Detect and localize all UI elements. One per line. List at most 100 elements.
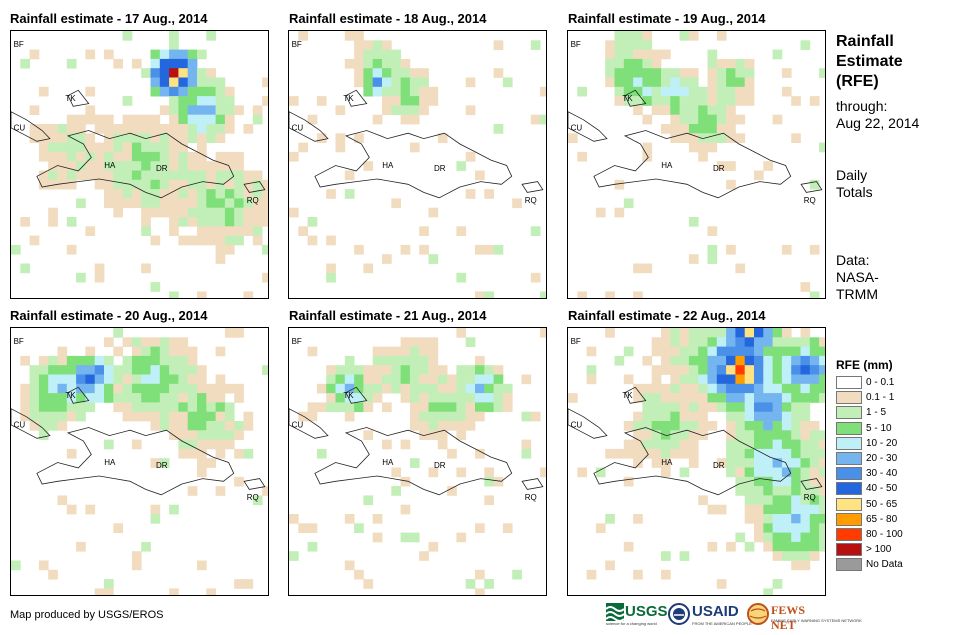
rainfall-cell [772, 523, 783, 533]
legend-item: 0.1 - 1 [836, 391, 956, 405]
rainfall-cell [206, 217, 216, 227]
rainfall-cell [744, 402, 755, 413]
rainfall-cell [772, 541, 783, 552]
rainfall-cell [670, 105, 680, 116]
rainfall-cell [354, 40, 364, 50]
rainfall-cell [178, 421, 189, 431]
legend-label: 20 - 30 [866, 453, 898, 464]
rainfall-cell [735, 355, 746, 366]
rainfall-cell [726, 68, 736, 78]
rainfall-cell [772, 579, 783, 589]
rainfall-cell [20, 263, 30, 274]
rainfall-cell [344, 514, 355, 524]
rainfall-cell [772, 486, 783, 496]
rainfall-cell [763, 393, 773, 403]
rainfall-cell [187, 49, 198, 60]
rainfall-cell [716, 402, 727, 413]
rainfall-cell [633, 49, 643, 60]
rainfall-cell [707, 337, 718, 347]
rainfall-cell [131, 374, 142, 385]
rainfall-cell [391, 365, 401, 375]
rainfall-cell [372, 86, 383, 97]
rainfall-cell [707, 374, 718, 385]
rainfall-cell [131, 383, 142, 394]
rainfall-cell [169, 151, 179, 162]
rainfall-cell [131, 393, 142, 403]
map-label-tk: TK [622, 391, 633, 400]
coastline [243, 478, 266, 490]
rainfall-cell [159, 124, 170, 134]
rainfall-cell [372, 58, 383, 69]
rainfall-cell [150, 179, 161, 190]
rainfall-cell [48, 207, 58, 218]
rainfall-cell [679, 96, 690, 106]
rainfall-cell [224, 151, 235, 162]
legend-item: 30 - 40 [836, 467, 956, 481]
rainfall-cell [800, 355, 811, 366]
rainfall-cell [642, 430, 653, 440]
rainfall-cell [744, 514, 755, 524]
rainfall-cell [726, 105, 736, 116]
rainfall-cell [688, 411, 699, 422]
rainfall-cell [372, 68, 383, 78]
rainfall-cell [475, 588, 485, 595]
rainfall-cell [159, 58, 170, 69]
rainfall-cell [707, 96, 718, 106]
legend-swatch [836, 391, 862, 405]
rainfall-cell [76, 272, 86, 283]
rainfall-cell [187, 170, 198, 181]
rainfall-cell [698, 402, 708, 413]
rainfall-cell [726, 541, 736, 552]
map-panel-aug21: BF CU TK HA DR RQ [288, 327, 547, 596]
rainfall-cell [475, 402, 485, 413]
rainfall-cell [754, 346, 764, 357]
rainfall-cell [178, 337, 189, 347]
rainfall-cell [661, 439, 671, 450]
map-label-ha: HA [382, 161, 394, 170]
rainfall-cell [169, 198, 179, 209]
rainfall-cell [354, 402, 364, 413]
rainfall-cell [688, 430, 699, 440]
legend-swatch [836, 467, 862, 481]
rainfall-cell [419, 374, 429, 385]
rainfall-cell [670, 439, 680, 450]
legend-label: 40 - 50 [866, 483, 898, 495]
map-panel-aug20: BF CU TK HA DR RQ [10, 327, 269, 596]
rainfall-cell [243, 124, 254, 134]
rainfall-cell [754, 439, 764, 450]
rainfall-cell [215, 402, 226, 413]
rainfall-cell [224, 114, 235, 125]
rainfall-cell [800, 532, 811, 543]
rainfall-cell [178, 114, 189, 125]
rainfall-cell [206, 458, 216, 468]
rainfall-cell [48, 365, 58, 375]
rainfall-cell [726, 77, 736, 88]
rainfall-cell [623, 86, 634, 97]
rainfall-cell [178, 448, 189, 459]
rainfall-cell [623, 421, 634, 431]
rainfall-cell [94, 124, 105, 134]
rainfall-cell [243, 421, 254, 431]
rainfall-cell [754, 365, 764, 375]
rainfall-cell [428, 402, 439, 413]
rainfall-cell [326, 374, 336, 385]
rainfall-cell [335, 365, 346, 375]
rainfall-cell [744, 383, 755, 394]
rainfall-cell [234, 189, 244, 199]
rainfall-cell [169, 142, 179, 153]
rainfall-cell [206, 430, 216, 440]
rainfall-cell [391, 58, 401, 69]
rainfall-cell [791, 476, 801, 487]
rainfall-cell [94, 272, 105, 283]
rainfall-cell [419, 96, 429, 106]
rainfall-cell [456, 383, 467, 394]
rainfall-cell [642, 49, 653, 60]
map-label-cu: CU [571, 124, 583, 133]
rainfall-cell [76, 411, 86, 422]
rainfall-cell [502, 393, 513, 403]
rainfall-cell [819, 504, 825, 515]
rainfall-cell [141, 365, 151, 375]
rainfall-cell [502, 402, 513, 413]
rainfall-cell [633, 569, 643, 580]
rainfall-cell [150, 282, 161, 292]
